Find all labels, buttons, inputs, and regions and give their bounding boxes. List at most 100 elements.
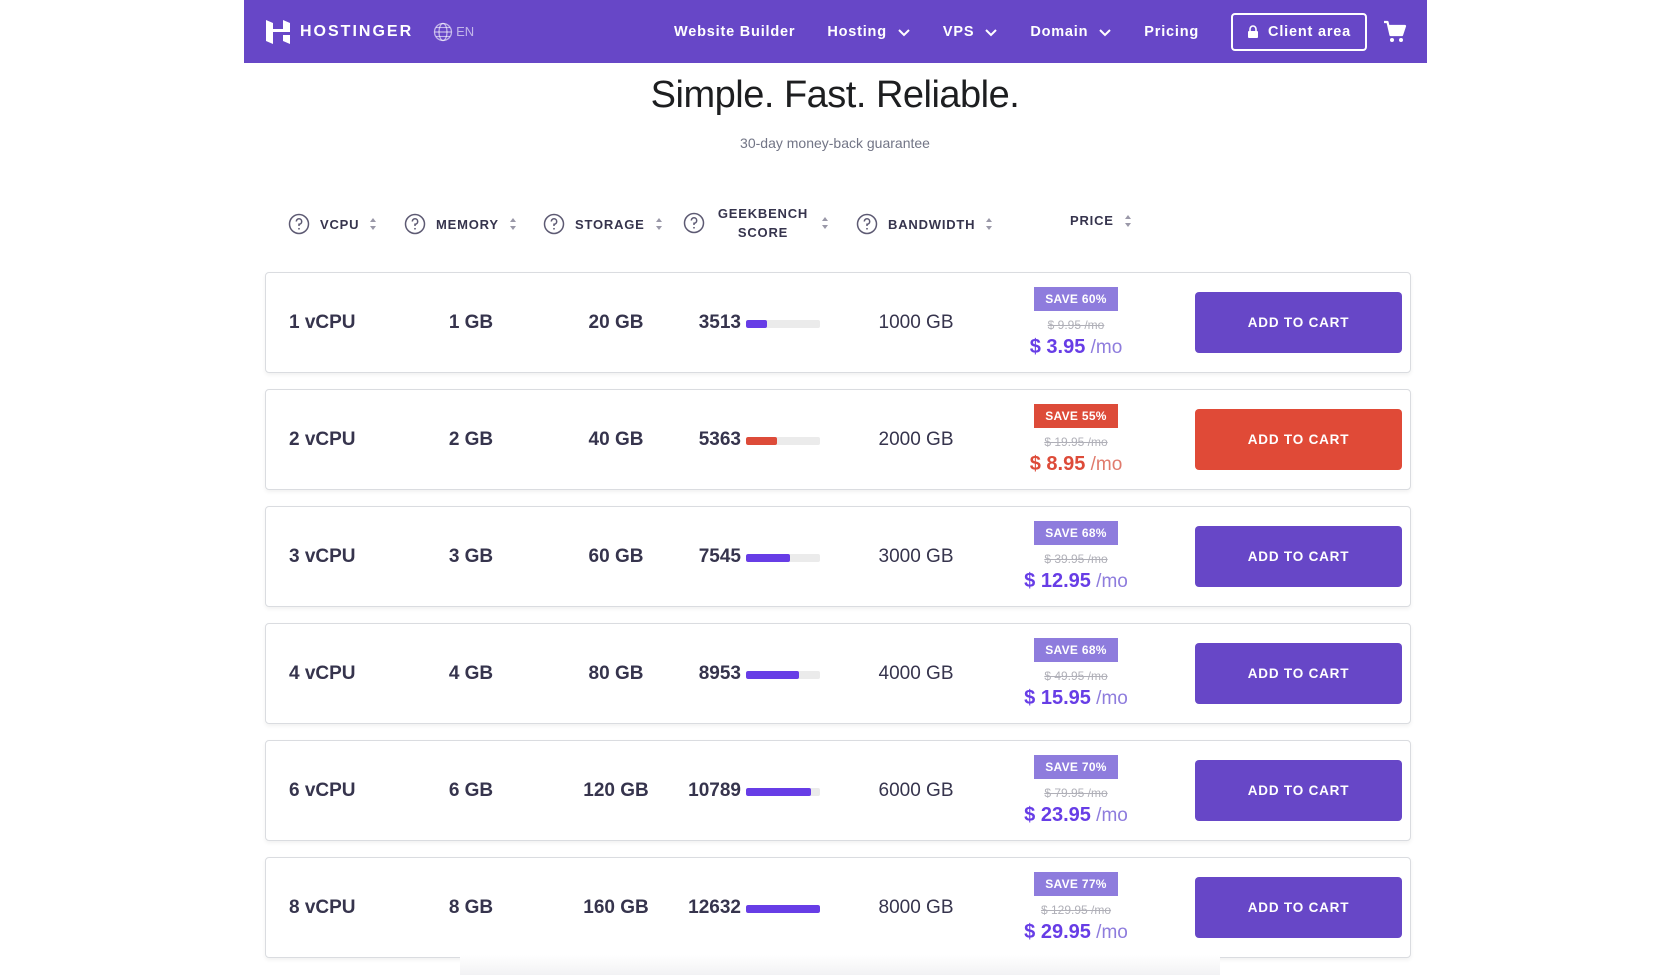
plan-memory: 8 GB [448, 896, 494, 918]
current-price-amount: $ 29.95 [1024, 920, 1091, 943]
add-to-cart-button[interactable]: ADD TO CART [1195, 292, 1402, 353]
current-price-amount: $ 12.95 [1024, 569, 1091, 592]
old-price: $ 129.95 /mo [1040, 902, 1112, 917]
help-circle-icon[interactable] [856, 213, 878, 235]
plan-memory: 1 GB [448, 311, 494, 333]
current-price: $ 29.95 /mo [1024, 921, 1128, 944]
help-circle-icon[interactable] [288, 213, 310, 235]
sort-icon[interactable] [509, 217, 517, 231]
brand-logo[interactable]: HOSTINGER [264, 18, 413, 46]
geekbench-score-bar [746, 554, 820, 562]
geekbench-score-bar [746, 788, 820, 796]
current-price: $ 3.95 /mo [1030, 336, 1123, 359]
sort-icon[interactable] [821, 216, 829, 230]
column-label-geekbench-line1: GEEKBENCH [717, 206, 809, 221]
nav-menu: Website Builder Hosting VPS Domain Prici… [642, 12, 1407, 51]
column-header-memory[interactable]: MEMORY [404, 213, 517, 235]
sort-icon[interactable] [1124, 214, 1132, 228]
plan-memory: 3 GB [448, 545, 494, 567]
column-header-geekbench[interactable]: GEEKBENCH SCORE [683, 204, 829, 242]
plan-geekbench-score: 7545 [698, 545, 741, 567]
column-label-geekbench-line2: SCORE [737, 225, 789, 240]
nav-vps[interactable]: VPS [943, 24, 998, 40]
plan-row: 4 vCPU 4 GB 80 GB 8953 4000 GB SAVE 68% $ 49.9… [265, 623, 1411, 724]
plan-geekbench-score: 3513 [698, 311, 741, 333]
save-badge: SAVE 68% [1034, 637, 1118, 662]
plan-vcpu: 2 vCPU [289, 428, 356, 450]
plan-row: 6 vCPU 6 GB 120 GB 10789 6000 GB SAVE 70% $ 79… [265, 740, 1411, 841]
nav-domain[interactable]: Domain [1030, 24, 1112, 40]
help-circle-icon[interactable] [543, 213, 565, 235]
add-to-cart-button[interactable]: ADD TO CART [1195, 643, 1402, 704]
geekbench-score-bar-fill [746, 671, 799, 679]
globe-icon [433, 22, 453, 41]
plan-vcpu: 1 vCPU [289, 311, 356, 333]
plan-geekbench-score: 12632 [688, 896, 741, 918]
add-to-cart-button[interactable]: ADD TO CART [1195, 760, 1402, 821]
nav-hosting-label: Hosting [827, 23, 887, 40]
price-period: /mo [1085, 336, 1123, 358]
save-badge: SAVE 60% [1034, 286, 1118, 311]
plan-vcpu: 6 vCPU [289, 779, 356, 801]
plan-bandwidth: 2000 GB [878, 428, 954, 450]
column-label-bandwidth: BANDWIDTH [888, 216, 976, 232]
bottom-fade [460, 955, 1220, 975]
current-price: $ 15.95 /mo [1024, 687, 1128, 710]
column-label-price: PRICE [1070, 213, 1114, 228]
nav-website-builder[interactable]: Website Builder [674, 24, 795, 40]
add-to-cart-button[interactable]: ADD TO CART [1195, 526, 1402, 587]
page-title: Simple. Fast. Reliable. [650, 74, 1020, 116]
sort-icon[interactable] [655, 217, 663, 231]
old-price: $ 9.95 /mo [1047, 317, 1105, 332]
plan-vcpu: 3 vCPU [289, 545, 356, 567]
geekbench-score-bar-fill [746, 320, 767, 328]
sort-icon[interactable] [369, 217, 377, 231]
save-badge: SAVE 77% [1034, 871, 1118, 896]
current-price-amount: $ 23.95 [1024, 803, 1091, 826]
add-to-cart-button[interactable]: ADD TO CART [1195, 409, 1402, 470]
help-circle-icon[interactable] [404, 213, 426, 235]
old-price: $ 39.95 /mo [1044, 551, 1108, 566]
plan-geekbench-score: 8953 [698, 662, 741, 684]
plan-row: 1 vCPU 1 GB 20 GB 3513 1000 GB SAVE 60% $ 9.95… [265, 272, 1411, 373]
price-block: SAVE 55% $ 19.95 /mo $ 8.95 /mo [1006, 390, 1146, 489]
plan-bandwidth: 4000 GB [878, 662, 954, 684]
nav-hosting[interactable]: Hosting [827, 24, 911, 40]
current-price: $ 12.95 /mo [1024, 570, 1128, 593]
plan-row: 2 vCPU 2 GB 40 GB 5363 2000 GB SAVE 55% $ 19.9… [265, 389, 1411, 490]
column-header-storage[interactable]: STORAGE [543, 213, 663, 235]
plan-storage: 160 GB [583, 896, 649, 918]
plan-memory: 4 GB [448, 662, 494, 684]
geekbench-score-bar-fill [746, 905, 820, 913]
column-header-bandwidth[interactable]: BANDWIDTH [856, 213, 993, 235]
plan-memory: 6 GB [448, 779, 494, 801]
plan-bandwidth: 6000 GB [878, 779, 954, 801]
plan-bandwidth: 3000 GB [878, 545, 954, 567]
geekbench-score-bar-fill [746, 437, 778, 445]
plan-storage: 40 GB [588, 428, 644, 450]
current-price: $ 23.95 /mo [1024, 804, 1128, 827]
geekbench-score-bar-fill [746, 788, 812, 796]
column-header-vcpu[interactable]: VCPU [288, 213, 377, 235]
column-label-storage: STORAGE [575, 216, 645, 232]
shopping-cart-icon[interactable] [1383, 20, 1407, 44]
sort-icon[interactable] [985, 217, 993, 231]
add-to-cart-button[interactable]: ADD TO CART [1195, 877, 1402, 938]
column-label-memory: MEMORY [436, 216, 499, 232]
plan-memory: 2 GB [448, 428, 494, 450]
price-period: /mo [1090, 570, 1128, 592]
price-period: /mo [1090, 804, 1128, 826]
old-price: $ 79.95 /mo [1044, 785, 1108, 800]
nav-pricing[interactable]: Pricing [1144, 24, 1199, 40]
chevron-down-icon [898, 28, 910, 36]
chevron-down-icon [1099, 28, 1112, 36]
client-area-button[interactable]: Client area [1231, 12, 1367, 51]
language-selector[interactable]: EN [433, 22, 474, 42]
plan-vcpu: 8 vCPU [289, 896, 356, 918]
price-block: SAVE 70% $ 79.95 /mo $ 23.95 /mo [1006, 741, 1146, 840]
current-price-amount: $ 15.95 [1024, 686, 1091, 709]
column-header-price[interactable]: PRICE [1070, 213, 1132, 228]
help-circle-icon[interactable] [683, 212, 705, 234]
lock-icon [1248, 25, 1259, 38]
geekbench-score-bar-fill [746, 554, 791, 562]
